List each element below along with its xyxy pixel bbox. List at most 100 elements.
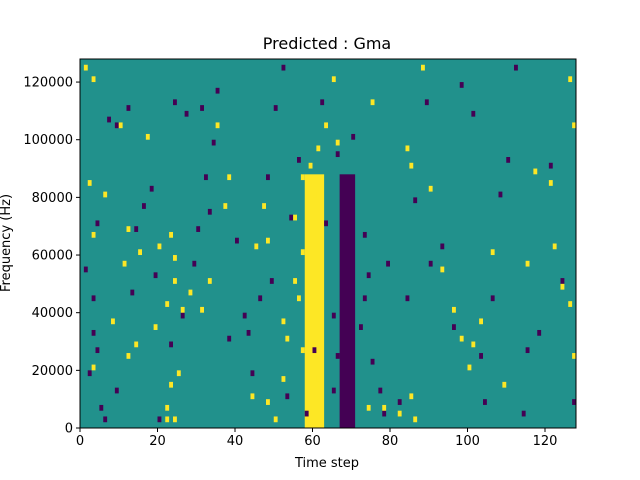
heatmap-cell-low	[235, 237, 239, 244]
heatmap-cell-high	[165, 301, 170, 307]
heatmap-cell-high	[502, 381, 507, 388]
heatmap-cell-low	[471, 110, 476, 117]
heatmap-cell-low	[192, 260, 197, 267]
heatmap-cell-high	[568, 301, 573, 307]
heatmap-cell-high	[103, 191, 108, 198]
heatmap-cell-high	[169, 381, 173, 388]
heatmap-cell-high	[145, 133, 150, 140]
heatmap-cell-high	[471, 341, 476, 348]
heatmap-cell-high	[281, 376, 286, 382]
heatmap-cell-high	[126, 226, 131, 232]
heatmap-cell-high	[560, 283, 565, 290]
heatmap-cell-low	[204, 174, 208, 181]
heatmap-cell-low	[142, 203, 146, 209]
heatmap-cell-low	[312, 347, 317, 354]
heatmap-cell-low	[424, 99, 429, 106]
y-tick-label: 100000	[23, 133, 73, 148]
heatmap-cell-high	[122, 260, 127, 267]
heatmap-cell-high	[409, 162, 414, 169]
y-tick-label: 60000	[32, 249, 73, 264]
heatmap-cell-low	[114, 387, 119, 394]
heatmap-band-low	[339, 174, 356, 428]
heatmap-cell-low	[91, 329, 96, 336]
plot-frame	[79, 58, 577, 429]
heatmap-cell-high	[525, 260, 530, 267]
heatmap-cell-high	[134, 341, 139, 348]
heatmap-cell-low	[362, 231, 367, 238]
heatmap-cell-high	[490, 249, 495, 256]
heatmap-cell-high	[215, 122, 220, 129]
plot-area	[79, 58, 577, 429]
heatmap-cell-high	[572, 353, 576, 359]
heatmap-cell-high	[324, 122, 328, 129]
heatmap-cell-high	[413, 416, 418, 423]
heatmap-cell-high	[126, 353, 131, 359]
heatmap-cell-high	[572, 122, 576, 129]
heatmap-cell-high	[366, 404, 371, 411]
heatmap-cell-low	[289, 214, 294, 221]
heatmap-cell-high	[223, 203, 228, 209]
heatmap-cell-high	[165, 416, 170, 423]
heatmap-cell-high	[552, 243, 557, 250]
x-tick-label: 0	[76, 434, 84, 449]
heatmap-cell-low	[211, 139, 216, 146]
heatmap-cell-high	[173, 255, 177, 261]
heatmap-cell-high	[91, 364, 96, 371]
heatmap-cell-low	[490, 295, 495, 302]
heatmap-cell-low	[227, 335, 232, 342]
heatmap-cell-high	[409, 393, 414, 400]
heatmap-cell-low	[95, 220, 100, 227]
heatmap-cell-high	[111, 318, 115, 325]
heatmap-cell-low	[250, 370, 255, 377]
heatmap-cell-low	[281, 64, 286, 71]
heatmap-cell-high	[428, 185, 433, 192]
heatmap-cell-high	[281, 318, 286, 325]
heatmap-cell-high	[266, 399, 270, 405]
heatmap-cell-high	[173, 416, 177, 423]
x-tick-label: 60	[304, 434, 321, 449]
heatmap-cell-high	[459, 335, 464, 342]
heatmap-cell-low	[207, 208, 212, 215]
heatmap-cell-low	[335, 353, 340, 359]
heatmap-cell-high	[421, 64, 425, 71]
heatmap-cell-low	[362, 295, 367, 302]
heatmap-cell-high	[397, 410, 402, 417]
heatmap-cell-low	[324, 220, 328, 227]
heatmap-cell-high	[300, 347, 305, 354]
heatmap-cell-low	[397, 399, 402, 405]
heatmap-cell-low	[320, 99, 325, 106]
heatmap-cell-low	[269, 278, 274, 284]
heatmap-cell-high	[293, 278, 297, 284]
x-axis: 0 20 40 60 80 100 120	[76, 428, 557, 449]
heatmap-cell-high	[293, 214, 297, 221]
heatmap-cell-low	[506, 157, 511, 163]
heatmap-cell-high	[533, 168, 538, 175]
heatmap-cell-high	[180, 306, 185, 313]
heatmap-cell-high	[479, 318, 483, 325]
x-axis-label: Time step	[294, 456, 359, 471]
y-tick-label: 120000	[23, 76, 73, 91]
heatmap-cell-high	[250, 393, 255, 400]
heatmap-cell-high	[200, 306, 204, 313]
heatmap-cell-low	[351, 133, 356, 140]
heatmap-cell-high	[440, 266, 445, 273]
heatmap-cell-high	[452, 306, 456, 313]
heatmap-cell-low	[215, 87, 220, 94]
x-tick-label: 80	[382, 434, 399, 449]
heatmap-cell-low	[378, 387, 383, 394]
heatmap-cell-low	[134, 226, 139, 232]
heatmap-cell-high	[331, 76, 336, 83]
heatmap-cell-high	[138, 249, 142, 256]
heatmap-cell-low	[560, 278, 565, 284]
heatmap-cell-low	[521, 410, 526, 417]
heatmap-cell-low	[304, 410, 309, 417]
heatmap-cell-low	[297, 157, 301, 163]
heatmap-cell-low	[200, 105, 204, 111]
heatmap-cell-high	[467, 364, 472, 371]
heatmap-cell-low	[149, 185, 154, 192]
heatmap-cell-high	[254, 243, 259, 250]
heatmap-cell-low	[83, 266, 88, 273]
heatmap-cell-high	[91, 76, 96, 83]
heatmap-cell-low	[87, 370, 92, 377]
heatmap-cell-low	[153, 272, 158, 279]
